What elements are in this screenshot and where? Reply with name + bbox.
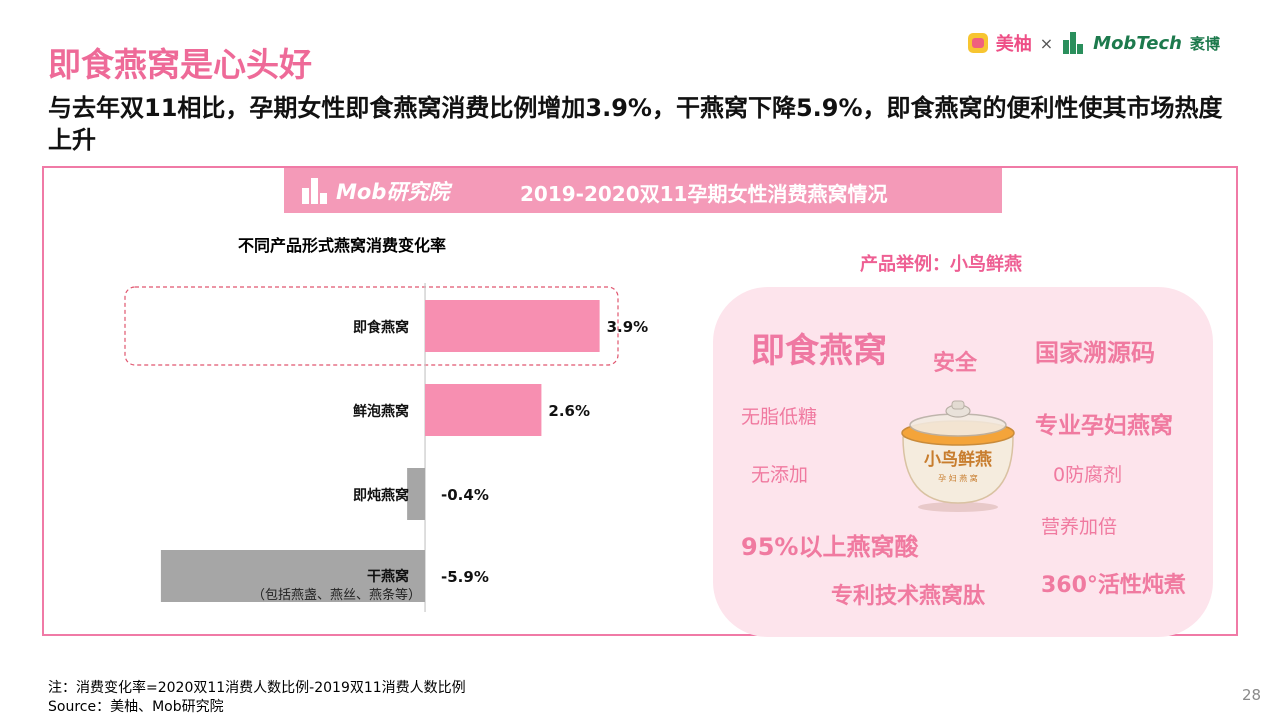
- category-label-2: 即炖燕窝: [353, 487, 409, 504]
- category-note-3: （包括燕盏、燕丝、燕条等）: [252, 587, 421, 603]
- bar-2: [407, 468, 426, 520]
- tag-peptide: 专利技术燕窝肽: [831, 584, 986, 609]
- bowl-label: 小鸟鲜燕: [924, 449, 992, 470]
- meiyou-brand: 美柚: [995, 34, 1032, 55]
- tag-nutrition: 营养加倍: [1041, 516, 1118, 538]
- tag-no-additive: 无添加: [751, 464, 809, 486]
- tag-acid: 95%以上燕窝酸: [741, 533, 919, 561]
- value-label-0: 3.9%: [607, 318, 649, 336]
- page-title: 即食燕窝是心头好: [48, 45, 312, 84]
- content-panel: [42, 166, 1238, 636]
- tag-instant: 即食燕窝: [751, 331, 887, 371]
- mobtech-brand-cn: 袤博: [1189, 34, 1220, 53]
- section-banner: [284, 168, 1002, 213]
- mobtech-logo-icon: [1061, 32, 1085, 54]
- banner-title: 2019-2020双11孕期女性消费燕窝情况: [520, 182, 888, 206]
- footnote: 注：消费变化率=2020双11消费人数比例-2019双11消费人数比例: [48, 680, 466, 696]
- tag-no-preservative: 0防腐剂: [1053, 464, 1123, 486]
- source-note: Source：美柚、Mob研究院: [48, 699, 224, 715]
- value-label-1: 2.6%: [548, 402, 590, 420]
- category-label-1: 鲜泡燕窝: [353, 403, 409, 420]
- bar-3: [160, 550, 426, 602]
- brand-separator: ×: [1039, 33, 1054, 53]
- bar-1: [425, 384, 542, 436]
- product-example-heading: 产品举例：小鸟鲜燕: [860, 254, 1022, 275]
- bar-chart: 3.9% 即食燕窝 2.6% 鲜泡燕窝 -0.4% 即炖燕窝 -5.9% 干燕窝 （包括燕盏、燕…: [124, 283, 649, 612]
- tag-trace-code: 国家溯源码: [1035, 339, 1155, 367]
- highlight-box: [124, 286, 619, 366]
- tag-low-sugar: 无脂低糖: [741, 406, 818, 428]
- product-bowl-image: 小鸟鲜燕 孕 妇 燕 窝: [901, 400, 1015, 512]
- tag-stew: 360°活性炖煮: [1041, 573, 1186, 598]
- tag-safe: 安全: [933, 351, 978, 376]
- mobtech-brand: MobTech: [1093, 32, 1182, 54]
- page-number: 28: [1242, 686, 1262, 704]
- mob-research-label: Mob研究院: [336, 180, 450, 204]
- chart-title: 不同产品形式燕窝消费变化率: [238, 236, 447, 255]
- bar-0: [425, 300, 600, 352]
- category-label-3: 干燕窝: [367, 568, 409, 585]
- tag-pregnant: 专业孕妇燕窝: [1035, 413, 1173, 439]
- meiyou-logo-icon: [967, 33, 988, 53]
- mob-research-logo: Mob研究院: [300, 176, 449, 206]
- value-label-2: -0.4%: [441, 486, 489, 504]
- brand-logos: 美柚 × MobTech 袤博: [967, 30, 1220, 56]
- value-label-3: -5.9%: [441, 568, 489, 586]
- product-feature-bubble: 即食燕窝 安全 国家溯源码 无脂低糖 专业孕妇燕窝 无添加 0防腐剂 营养加倍 …: [713, 287, 1213, 637]
- mob-research-icon: [300, 178, 330, 204]
- category-label-0: 即食燕窝: [353, 319, 409, 336]
- page-subtitle: 与去年双11相比，孕期女性即食燕窝消费比例增加3.9%，干燕窝下降5.9%，即食…: [48, 94, 1223, 154]
- bowl-sublabel: 孕 妇 燕 窝: [938, 473, 978, 483]
